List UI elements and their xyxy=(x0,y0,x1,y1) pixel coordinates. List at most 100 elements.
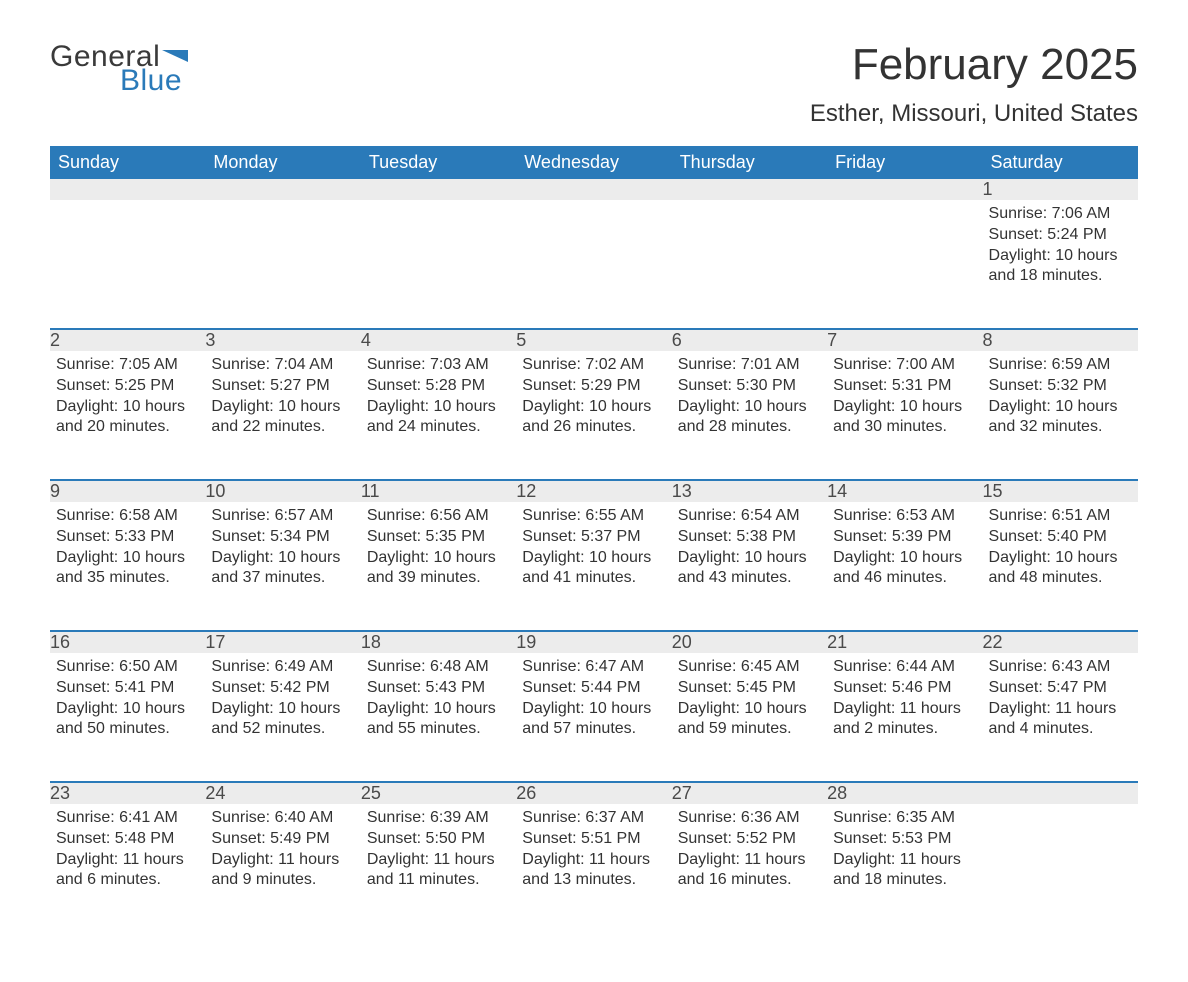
daylight-line: Daylight: 10 hours and 35 minutes. xyxy=(56,548,199,590)
sunrise-line: Sunrise: 6:58 AM xyxy=(56,506,199,527)
day-content-22: Sunrise: 6:43 AMSunset: 5:47 PMDaylight:… xyxy=(983,653,1138,750)
day-number-15: 15 xyxy=(983,480,1138,502)
day-content-25: Sunrise: 6:39 AMSunset: 5:50 PMDaylight:… xyxy=(361,804,516,901)
day-cell-8: Sunrise: 6:59 AMSunset: 5:32 PMDaylight:… xyxy=(983,351,1138,480)
day-cell-7: Sunrise: 7:00 AMSunset: 5:31 PMDaylight:… xyxy=(827,351,982,480)
day-cell-3: Sunrise: 7:04 AMSunset: 5:27 PMDaylight:… xyxy=(205,351,360,480)
day-content-23: Sunrise: 6:41 AMSunset: 5:48 PMDaylight:… xyxy=(50,804,205,901)
day-cell-12: Sunrise: 6:55 AMSunset: 5:37 PMDaylight:… xyxy=(516,502,671,631)
sunrise-line: Sunrise: 7:05 AM xyxy=(56,355,199,376)
sunrise-line: Sunrise: 7:04 AM xyxy=(211,355,354,376)
sunrise-line: Sunrise: 7:02 AM xyxy=(522,355,665,376)
sunset-line: Sunset: 5:46 PM xyxy=(833,678,976,699)
day-number-17: 17 xyxy=(205,631,360,653)
day-number-5: 5 xyxy=(516,329,671,351)
empty-cell xyxy=(516,200,671,329)
sunset-line: Sunset: 5:43 PM xyxy=(367,678,510,699)
weekday-tuesday: Tuesday xyxy=(361,146,516,179)
day-content-28: Sunrise: 6:35 AMSunset: 5:53 PMDaylight:… xyxy=(827,804,982,901)
day-cell-21: Sunrise: 6:44 AMSunset: 5:46 PMDaylight:… xyxy=(827,653,982,782)
sunrise-line: Sunrise: 6:37 AM xyxy=(522,808,665,829)
empty-daynum xyxy=(672,179,827,200)
sunrise-line: Sunrise: 6:49 AM xyxy=(211,657,354,678)
location-label: Esther, Missouri, United States xyxy=(810,100,1138,128)
sunrise-line: Sunrise: 7:01 AM xyxy=(678,355,821,376)
day-cell-11: Sunrise: 6:56 AMSunset: 5:35 PMDaylight:… xyxy=(361,502,516,631)
day-content-7: Sunrise: 7:00 AMSunset: 5:31 PMDaylight:… xyxy=(827,351,982,448)
day-content-11: Sunrise: 6:56 AMSunset: 5:35 PMDaylight:… xyxy=(361,502,516,599)
sunrise-line: Sunrise: 6:39 AM xyxy=(367,808,510,829)
empty-daynum xyxy=(361,179,516,200)
empty-daynum xyxy=(205,179,360,200)
sunset-line: Sunset: 5:37 PM xyxy=(522,527,665,548)
daylight-line: Daylight: 10 hours and 37 minutes. xyxy=(211,548,354,590)
daylight-line: Daylight: 11 hours and 2 minutes. xyxy=(833,699,976,741)
day-number-6: 6 xyxy=(672,329,827,351)
daylight-line: Daylight: 10 hours and 48 minutes. xyxy=(989,548,1132,590)
day-content-24: Sunrise: 6:40 AMSunset: 5:49 PMDaylight:… xyxy=(205,804,360,901)
daylight-line: Daylight: 10 hours and 20 minutes. xyxy=(56,397,199,439)
daylight-line: Daylight: 10 hours and 46 minutes. xyxy=(833,548,976,590)
empty-cell xyxy=(361,200,516,329)
sunset-line: Sunset: 5:24 PM xyxy=(989,225,1132,246)
day-cell-5: Sunrise: 7:02 AMSunset: 5:29 PMDaylight:… xyxy=(516,351,671,480)
sunrise-line: Sunrise: 6:48 AM xyxy=(367,657,510,678)
day-number-2: 2 xyxy=(50,329,205,351)
weekday-wednesday: Wednesday xyxy=(516,146,671,179)
day-number-18: 18 xyxy=(361,631,516,653)
sunset-line: Sunset: 5:48 PM xyxy=(56,829,199,850)
day-cell-28: Sunrise: 6:35 AMSunset: 5:53 PMDaylight:… xyxy=(827,804,982,932)
day-content-10: Sunrise: 6:57 AMSunset: 5:34 PMDaylight:… xyxy=(205,502,360,599)
sunset-line: Sunset: 5:50 PM xyxy=(367,829,510,850)
day-content-19: Sunrise: 6:47 AMSunset: 5:44 PMDaylight:… xyxy=(516,653,671,750)
empty-cell xyxy=(672,200,827,329)
sunset-line: Sunset: 5:51 PM xyxy=(522,829,665,850)
sunrise-line: Sunrise: 6:56 AM xyxy=(367,506,510,527)
daylight-line: Daylight: 10 hours and 52 minutes. xyxy=(211,699,354,741)
day-content-4: Sunrise: 7:03 AMSunset: 5:28 PMDaylight:… xyxy=(361,351,516,448)
sunrise-line: Sunrise: 6:41 AM xyxy=(56,808,199,829)
sunrise-line: Sunrise: 6:45 AM xyxy=(678,657,821,678)
weekday-thursday: Thursday xyxy=(672,146,827,179)
weekday-row: SundayMondayTuesdayWednesdayThursdayFrid… xyxy=(50,146,1138,179)
daylight-line: Daylight: 11 hours and 13 minutes. xyxy=(522,850,665,892)
day-cell-24: Sunrise: 6:40 AMSunset: 5:49 PMDaylight:… xyxy=(205,804,360,932)
day-number-12: 12 xyxy=(516,480,671,502)
empty-daynum xyxy=(516,179,671,200)
empty-cell xyxy=(827,200,982,329)
sunrise-line: Sunrise: 6:55 AM xyxy=(522,506,665,527)
empty-cell xyxy=(205,200,360,329)
daylight-line: Daylight: 10 hours and 28 minutes. xyxy=(678,397,821,439)
day-number-20: 20 xyxy=(672,631,827,653)
daylight-line: Daylight: 10 hours and 50 minutes. xyxy=(56,699,199,741)
daylight-line: Daylight: 10 hours and 39 minutes. xyxy=(367,548,510,590)
daylight-line: Daylight: 10 hours and 55 minutes. xyxy=(367,699,510,741)
daylight-line: Daylight: 11 hours and 4 minutes. xyxy=(989,699,1132,741)
day-number-13: 13 xyxy=(672,480,827,502)
day-cell-13: Sunrise: 6:54 AMSunset: 5:38 PMDaylight:… xyxy=(672,502,827,631)
day-content-13: Sunrise: 6:54 AMSunset: 5:38 PMDaylight:… xyxy=(672,502,827,599)
calendar-table: SundayMondayTuesdayWednesdayThursdayFrid… xyxy=(50,146,1138,932)
day-cell-10: Sunrise: 6:57 AMSunset: 5:34 PMDaylight:… xyxy=(205,502,360,631)
daylight-line: Daylight: 11 hours and 18 minutes. xyxy=(833,850,976,892)
week-4: Sunrise: 6:41 AMSunset: 5:48 PMDaylight:… xyxy=(50,804,1138,932)
day-number-23: 23 xyxy=(50,782,205,804)
day-cell-19: Sunrise: 6:47 AMSunset: 5:44 PMDaylight:… xyxy=(516,653,671,782)
sunrise-line: Sunrise: 7:06 AM xyxy=(989,204,1132,225)
daylight-line: Daylight: 10 hours and 57 minutes. xyxy=(522,699,665,741)
week-3-numbers: 16171819202122 xyxy=(50,631,1138,653)
day-number-14: 14 xyxy=(827,480,982,502)
empty-cell xyxy=(983,804,1138,932)
day-cell-25: Sunrise: 6:39 AMSunset: 5:50 PMDaylight:… xyxy=(361,804,516,932)
day-number-19: 19 xyxy=(516,631,671,653)
daylight-line: Daylight: 11 hours and 6 minutes. xyxy=(56,850,199,892)
week-2: Sunrise: 6:58 AMSunset: 5:33 PMDaylight:… xyxy=(50,502,1138,631)
sunrise-line: Sunrise: 6:59 AM xyxy=(989,355,1132,376)
day-content-1: Sunrise: 7:06 AMSunset: 5:24 PMDaylight:… xyxy=(983,200,1138,297)
day-content-8: Sunrise: 6:59 AMSunset: 5:32 PMDaylight:… xyxy=(983,351,1138,448)
sunset-line: Sunset: 5:42 PM xyxy=(211,678,354,699)
day-content-16: Sunrise: 6:50 AMSunset: 5:41 PMDaylight:… xyxy=(50,653,205,750)
day-cell-17: Sunrise: 6:49 AMSunset: 5:42 PMDaylight:… xyxy=(205,653,360,782)
day-content-26: Sunrise: 6:37 AMSunset: 5:51 PMDaylight:… xyxy=(516,804,671,901)
day-number-3: 3 xyxy=(205,329,360,351)
